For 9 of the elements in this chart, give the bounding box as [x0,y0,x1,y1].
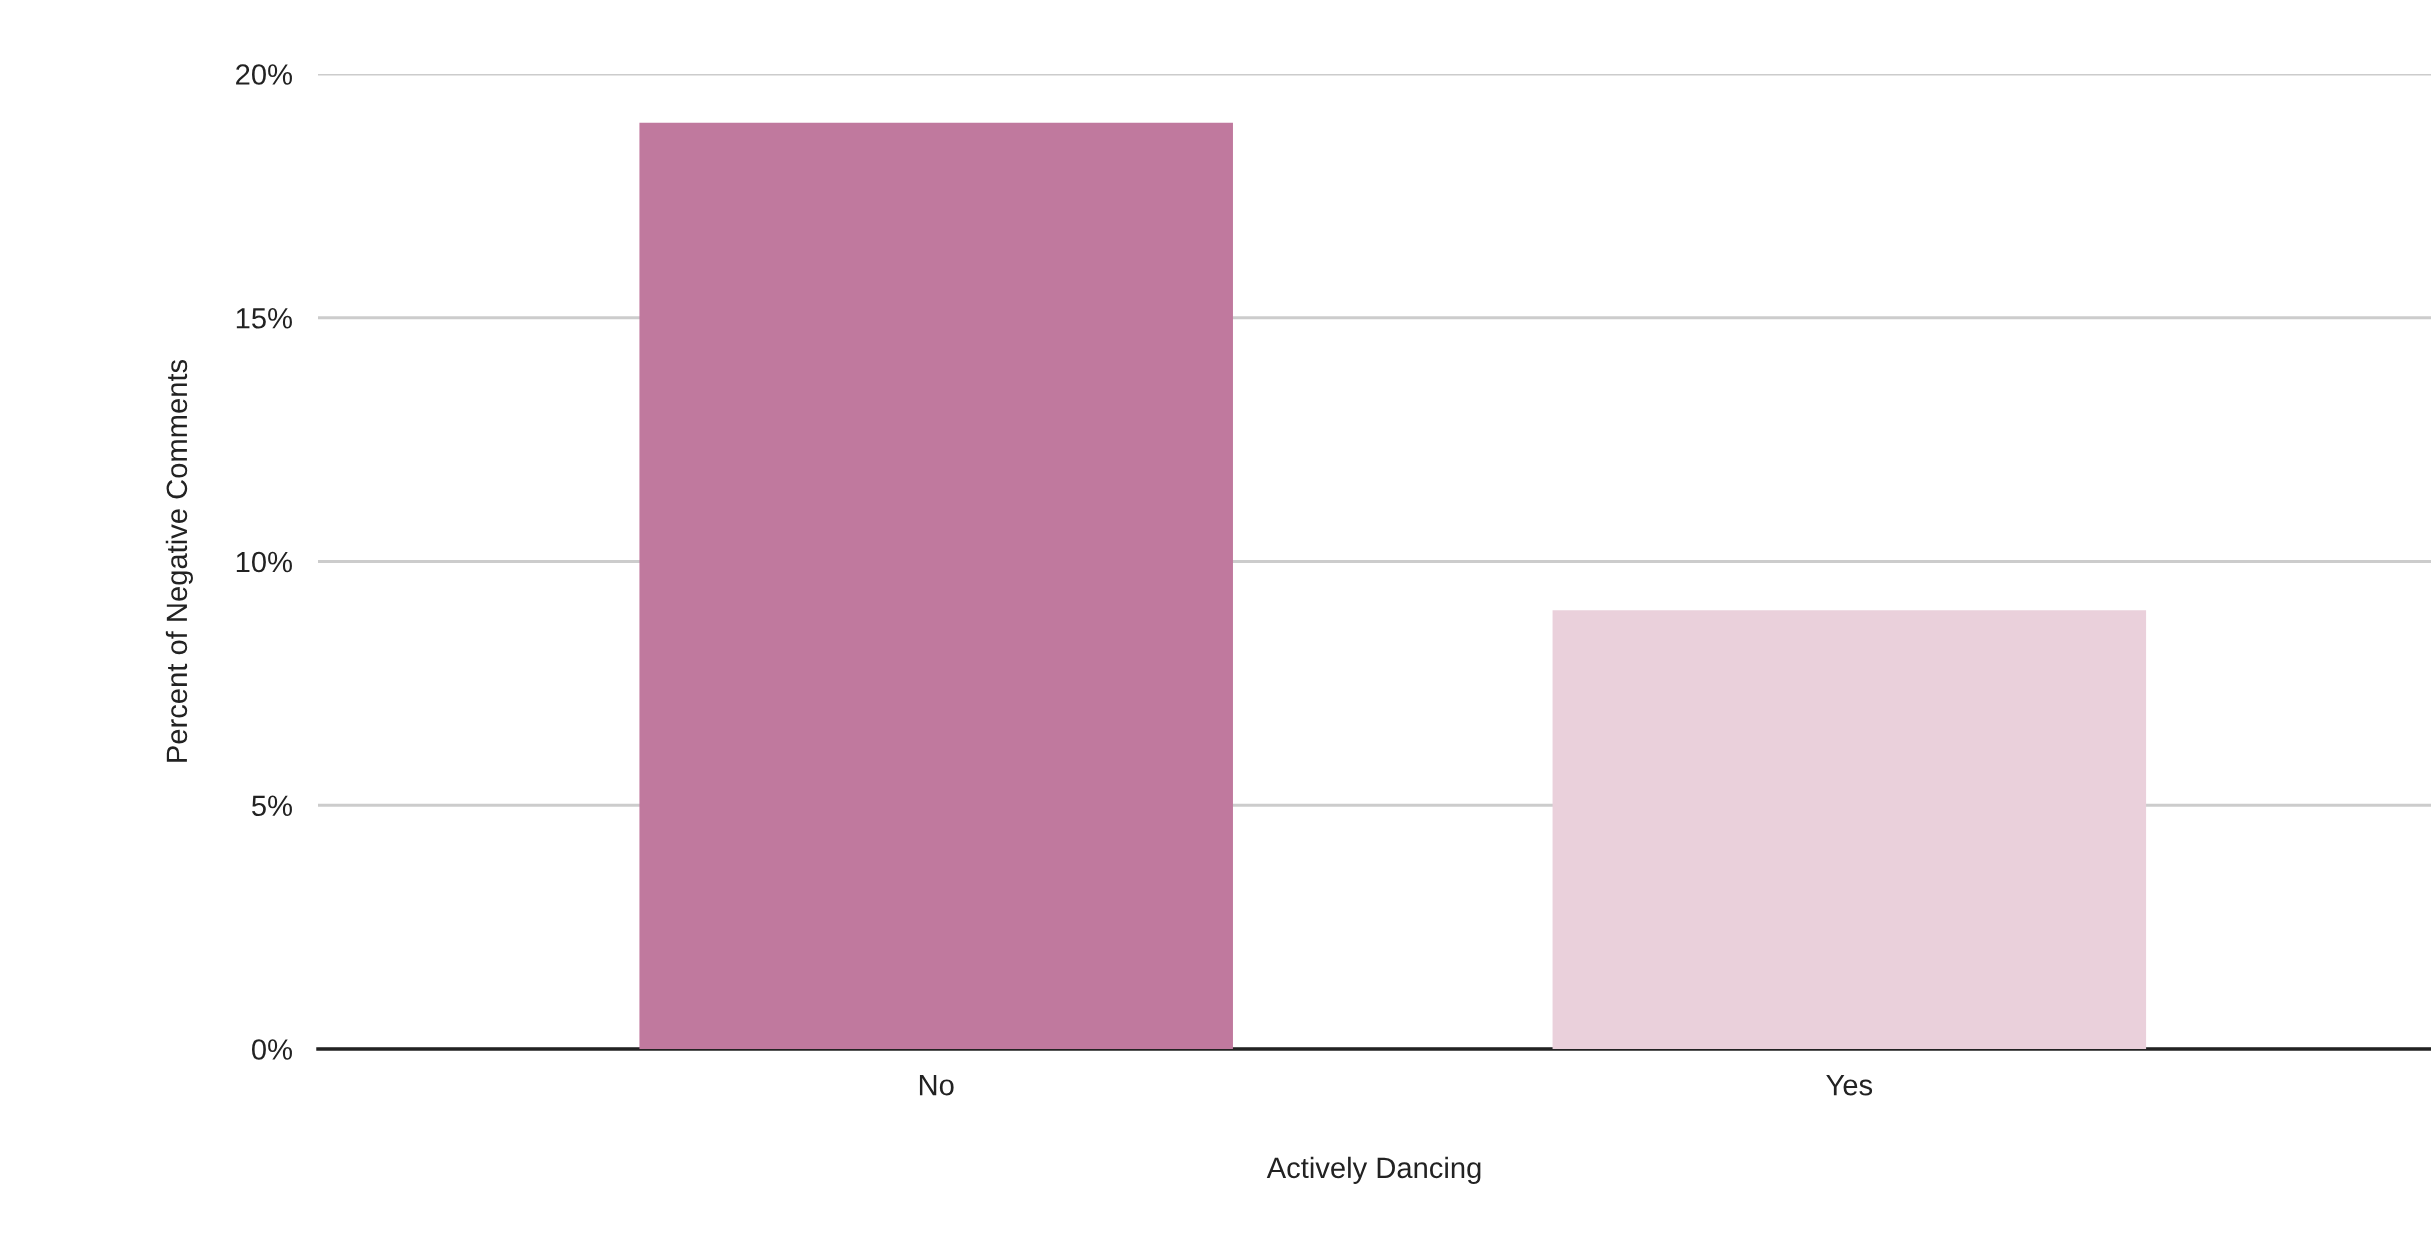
y-tick-label: 15% [236,308,292,329]
y-tick-label: 10% [236,551,292,573]
y-tick-label: 20% [236,64,292,85]
x-tick-label: Yes [1826,1075,1873,1096]
y-tick-label: 5% [252,795,292,817]
x-axis-title: Actively Dancing [1266,1156,1481,1184]
x-tick-label: No [919,1075,954,1096]
y-tick-label: 0% [251,1039,292,1060]
y-axis-title: Percent of Negative Comments [165,359,193,762]
